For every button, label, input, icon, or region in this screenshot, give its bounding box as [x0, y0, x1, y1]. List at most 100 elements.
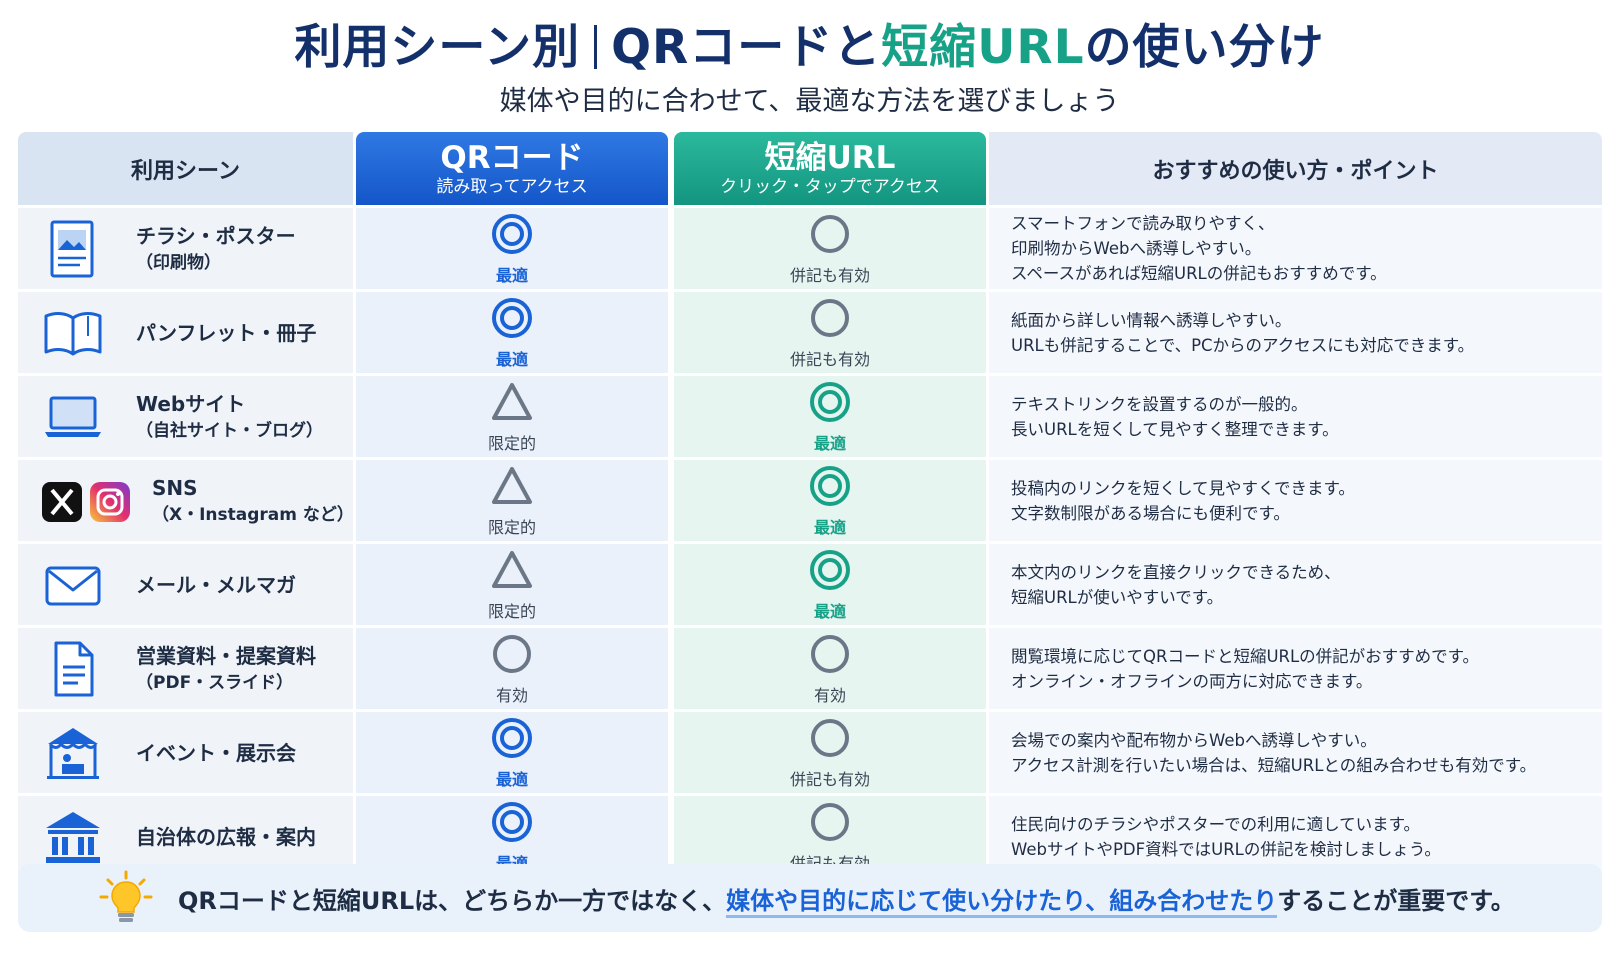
- footer-text-before: QRコードと短縮URLは、どちらか一方ではなく、: [178, 887, 727, 915]
- double-circle-mark-icon: [808, 380, 852, 428]
- scene-cell: チラシ・ポスター （印刷物）: [18, 208, 353, 292]
- event-booth-icon: [42, 722, 104, 784]
- circle-mark-icon: [808, 212, 852, 260]
- url-rating-cell: 併記も有効: [674, 208, 986, 292]
- point-line: 投稿内のリンクを短くして見やすくできます。: [1011, 478, 1355, 498]
- scene-name: イベント・展示会: [136, 740, 296, 765]
- header-url: 短縮URL クリック・タップでアクセス: [674, 132, 986, 208]
- circle-mark-icon: [490, 632, 534, 680]
- footer-text: QRコードと短縮URLは、どちらか一方ではなく、媒体や目的に応じて使い分けたり、…: [178, 881, 1515, 918]
- url-rating-cell: 最適: [674, 460, 986, 544]
- url-rating-cell: 有効: [674, 628, 986, 712]
- point-line: URLも併記することで、PCからのアクセスにも対応できます。: [1011, 335, 1475, 355]
- qr-rating-label: 限定的: [487, 601, 536, 621]
- point-cell: 投稿内のリンクを短くして見やすくできます。 文字数制限がある場合にも便利です。: [989, 460, 1602, 544]
- url-rating-label: 併記も有効: [789, 265, 870, 285]
- point-cell: スマートフォンで読み取りやすく、 印刷物からWebへ誘導しやすい。スペースがあれば…: [989, 208, 1602, 292]
- point-cell: 本文内のリンクを直接クリックできるため、 短縮URLが使いやすいです。: [989, 544, 1602, 628]
- url-rating-label: 最適: [813, 601, 846, 621]
- point-line: 文字数制限がある場合にも便利です。: [1011, 503, 1290, 523]
- point-line: 印刷物からWebへ誘導しやすい。: [1011, 239, 1262, 258]
- point-line: 住民向けのチラシやポスターでの利用に適しています。: [1011, 814, 1421, 834]
- qr-rating-cell: 最適: [356, 208, 668, 292]
- title-part1: 利用シーン別: [294, 20, 581, 75]
- scene-name: パンフレット・冊子: [136, 320, 317, 345]
- url-rating-cell: 併記も有効: [674, 292, 986, 376]
- scene-cell: 営業資料・提案資料 （PDF・スライド）: [18, 628, 353, 712]
- point-line: スマートフォンで読み取りやすく、: [1011, 214, 1275, 233]
- point-cell: 会場での案内や配布物からWebへ誘導しやすい。アクセス計測を行いたい場合は、短縮…: [989, 712, 1602, 796]
- flyer-icon: [42, 218, 104, 280]
- footer-tip: QRコードと短縮URLは、どちらか一方ではなく、媒体や目的に応じて使い分けたり、…: [18, 864, 1602, 932]
- url-rating-cell: 併記も有効: [674, 712, 986, 796]
- url-rating-label: 有効: [813, 685, 846, 705]
- city-hall-icon: [42, 806, 104, 868]
- header-url-title: 短縮URL: [764, 139, 896, 176]
- title-part2: QRコードと: [611, 20, 882, 75]
- point-line: オンライン・オフラインの両方に対応できます。: [1011, 671, 1373, 691]
- qr-rating-cell: 限定的: [356, 460, 668, 544]
- mail-icon: [42, 554, 104, 616]
- header-qr-title: QRコード: [440, 139, 584, 176]
- double-circle-mark-icon: [808, 464, 852, 512]
- point-line: 本文内のリンクを直接クリックできるため、: [1011, 562, 1341, 582]
- point-line: 会場での案内や配布物からWebへ誘導しやすい。: [1011, 730, 1377, 750]
- laptop-icon: [42, 386, 104, 448]
- scene-cell: Webサイト （自社サイト・ブログ）: [18, 376, 353, 460]
- double-circle-mark-icon: [490, 716, 534, 764]
- double-circle-mark-icon: [490, 212, 534, 260]
- qr-rating-cell: 限定的: [356, 544, 668, 628]
- point-line: アクセス計測を行いたい場合は、短縮URLとの組み合わせも有効です。: [1011, 755, 1537, 775]
- qr-rating-label: 最適: [495, 265, 528, 285]
- scene-subname: （PDF・スライド）: [136, 672, 294, 693]
- url-rating-label: 最適: [813, 517, 846, 537]
- point-line: 短縮URLが使いやすいです。: [1011, 587, 1224, 607]
- qr-rating-label: 最適: [495, 349, 528, 369]
- triangle-mark-icon: [490, 380, 534, 428]
- scene-name: Webサイト: [136, 391, 246, 416]
- url-rating-label: 併記も有効: [789, 769, 870, 789]
- qr-rating-label: 有効: [495, 685, 528, 705]
- scene-subname: （自社サイト・ブログ）: [136, 420, 323, 441]
- qr-rating-cell: 最適: [356, 292, 668, 376]
- double-circle-mark-icon: [490, 800, 534, 848]
- url-rating-cell: 最適: [674, 544, 986, 628]
- qr-rating-label: 最適: [495, 769, 528, 789]
- url-rating-label: 最適: [813, 433, 846, 453]
- point-line: 長いURLを短くして見やすく整理できます。: [1011, 419, 1339, 439]
- page-title: 利用シーン別 QRコードと短縮URLの使い分け: [0, 8, 1619, 77]
- scene-name: メール・メルマガ: [136, 572, 296, 597]
- header-point: おすすめの使い方・ポイント: [989, 132, 1602, 208]
- title-part3: の使い分け: [1084, 20, 1325, 75]
- scene-name: 営業資料・提案資料: [136, 643, 316, 668]
- triangle-mark-icon: [490, 464, 534, 512]
- footer-highlight: 媒体や目的に応じて使い分けたり、組み合わせたり: [726, 887, 1278, 918]
- point-line: スペースがあれば短縮URLの併記もおすすめです。: [1011, 264, 1387, 283]
- lightbulb-icon: [99, 870, 153, 922]
- qr-rating-cell: 最適: [356, 712, 668, 796]
- header-qr-subtitle: 読み取ってアクセス: [436, 176, 588, 197]
- point-line: 閲覧環境に応じてQRコードと短縮URLの併記がおすすめです。: [1011, 646, 1480, 666]
- double-circle-mark-icon: [490, 296, 534, 344]
- scene-cell: メール・メルマガ: [18, 544, 353, 628]
- triangle-mark-icon: [490, 548, 534, 596]
- scene-subname: （印刷物）: [136, 252, 221, 273]
- comparison-table: 利用シーン QRコード 読み取ってアクセス 短縮URL クリック・タップでアクセ…: [18, 132, 1602, 880]
- url-rating-label: 併記も有効: [789, 349, 870, 369]
- point-line: WebサイトやPDF資料ではURLの併記を検討しましょう。: [1011, 839, 1441, 859]
- circle-mark-icon: [808, 296, 852, 344]
- page-subtitle: 媒体や目的に合わせて、最適な方法を選びましょう: [499, 86, 1120, 117]
- circle-mark-icon: [808, 716, 852, 764]
- scene-subname: （X・Instagram など）: [152, 504, 354, 525]
- scene-cell: パンフレット・冊子: [18, 292, 353, 376]
- double-circle-mark-icon: [808, 548, 852, 596]
- point-cell: 紙面から詳しい情報へ誘導しやすい。 URLも併記することで、PCからのアクセスにも…: [989, 292, 1602, 376]
- sns-icon: [42, 476, 142, 526]
- circle-mark-icon: [808, 800, 852, 848]
- header-scene: 利用シーン: [18, 132, 353, 208]
- point-line: 紙面から詳しい情報へ誘導しやすい。: [1011, 310, 1292, 330]
- qr-rating-label: 限定的: [487, 517, 536, 537]
- book-icon: [42, 302, 104, 364]
- footer-text-after: することが重要です。: [1277, 887, 1515, 915]
- scene-name: 自治体の広報・案内: [136, 824, 316, 849]
